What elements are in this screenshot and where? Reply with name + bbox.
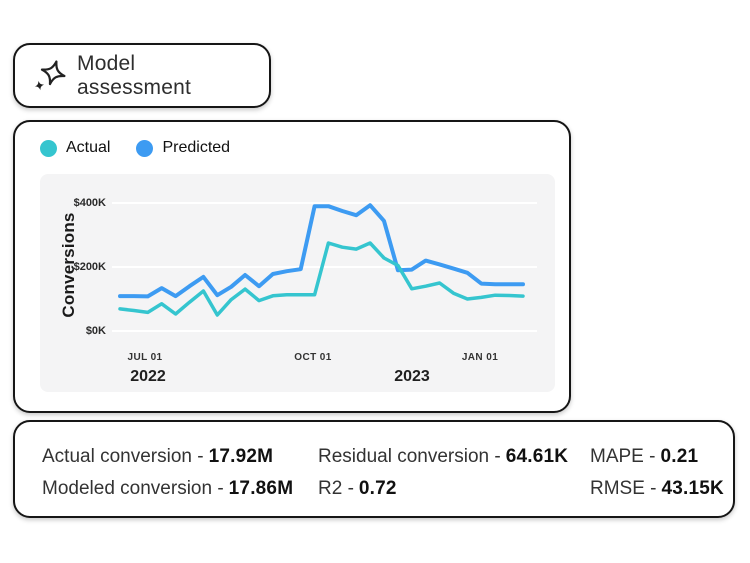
chart-legend: Actual Predicted bbox=[40, 139, 230, 157]
predicted-line[interactable] bbox=[118, 203, 525, 299]
legend-item-predicted[interactable]: Predicted bbox=[136, 139, 230, 157]
metric-modeled-conversion: Modeled conversion -17.86M bbox=[42, 478, 294, 499]
actual-line[interactable] bbox=[118, 241, 525, 317]
legend-item-actual[interactable]: Actual bbox=[40, 139, 110, 157]
x-tick-jan01: JAN 01 bbox=[461, 352, 499, 363]
year-label-2023: 2023 bbox=[394, 368, 430, 385]
metrics-card: Actual conversion -17.92M Residual conve… bbox=[13, 420, 735, 518]
x-tick-oct01: OCT 01 bbox=[294, 352, 332, 363]
metric-mape-value: 0.21 bbox=[660, 446, 699, 467]
model-assessment-header-card: Model assessment bbox=[13, 43, 271, 108]
predicted-legend-label: Predicted bbox=[162, 139, 231, 156]
year-label-2022: 2022 bbox=[130, 368, 166, 385]
line-chart bbox=[112, 202, 537, 332]
plot-area: Conversions $400K $200K $0K JUL 01 OCT 0… bbox=[40, 174, 555, 392]
actual-legend-dot bbox=[40, 139, 57, 157]
predicted-legend-dot bbox=[136, 139, 154, 157]
metric-actual-conversion: Actual conversion -17.92M bbox=[42, 446, 274, 467]
metric-rmse-value: 43.15K bbox=[661, 478, 724, 499]
actual-legend-label: Actual bbox=[66, 139, 111, 156]
sparkle-icon bbox=[34, 59, 66, 90]
metrics-grid: Actual conversion -17.92M Residual conve… bbox=[42, 441, 733, 505]
metric-actual-conversion-value: 17.92M bbox=[208, 446, 274, 467]
x-tick-jul01: JUL 01 bbox=[127, 352, 163, 363]
metric-residual-conversion-value: 64.61K bbox=[505, 446, 569, 467]
y-tick-400k: $400K bbox=[73, 197, 106, 209]
page-title: Model assessment bbox=[77, 51, 192, 99]
y-tick-200k: $200K bbox=[73, 261, 106, 273]
y-tick-0k: $0K bbox=[85, 325, 106, 337]
metric-modeled-conversion-value: 17.86M bbox=[228, 478, 294, 499]
chart-card: Actual Predicted Conversions $400K $200K… bbox=[13, 120, 571, 413]
metric-residual-conversion: Residual conversion -64.61K bbox=[318, 446, 569, 467]
metric-rmse: RMSE -43.15K bbox=[590, 478, 724, 499]
metric-r2: R2 -0.72 bbox=[318, 478, 397, 499]
metric-r2-value: 0.72 bbox=[358, 478, 397, 499]
metric-mape: MAPE -0.21 bbox=[590, 446, 699, 467]
